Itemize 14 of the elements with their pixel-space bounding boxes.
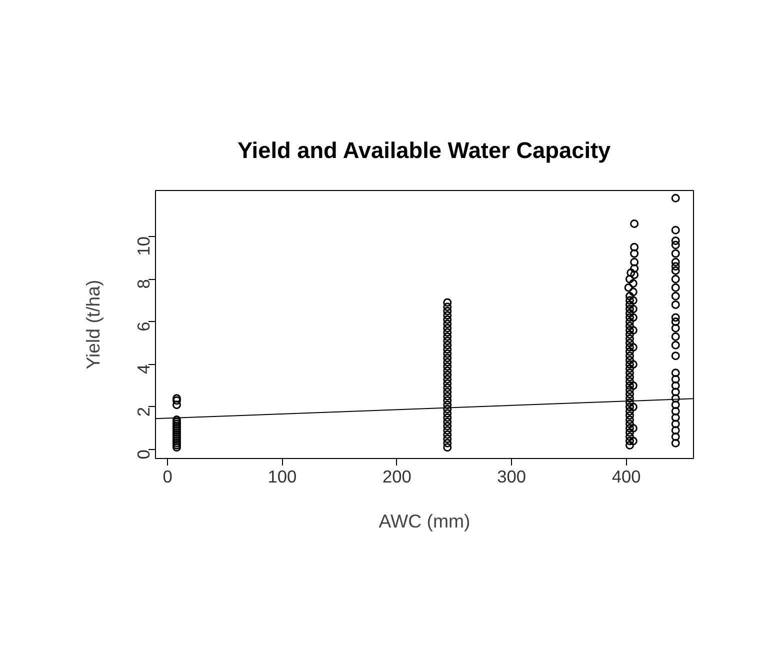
x-tick-label: 100 [268,466,297,486]
y-tick-label: 6 [134,322,154,332]
x-tick-label: 300 [497,466,526,486]
y-tick-label: 10 [134,236,154,256]
x-axis-title: AWC (mm) [378,510,470,532]
y-tick-label: 8 [134,279,154,289]
x-tick-label: 400 [612,466,641,486]
y-tick-label: 2 [134,406,154,417]
y-axis-title: Yield (t/ha) [82,280,104,370]
y-tick-label: 4 [134,364,154,374]
x-tick-label: 200 [382,466,412,486]
x-tick-label: 0 [162,466,172,486]
chart-title: Yield and Available Water Capacity [238,137,612,163]
y-tick-label: 0 [134,450,154,460]
